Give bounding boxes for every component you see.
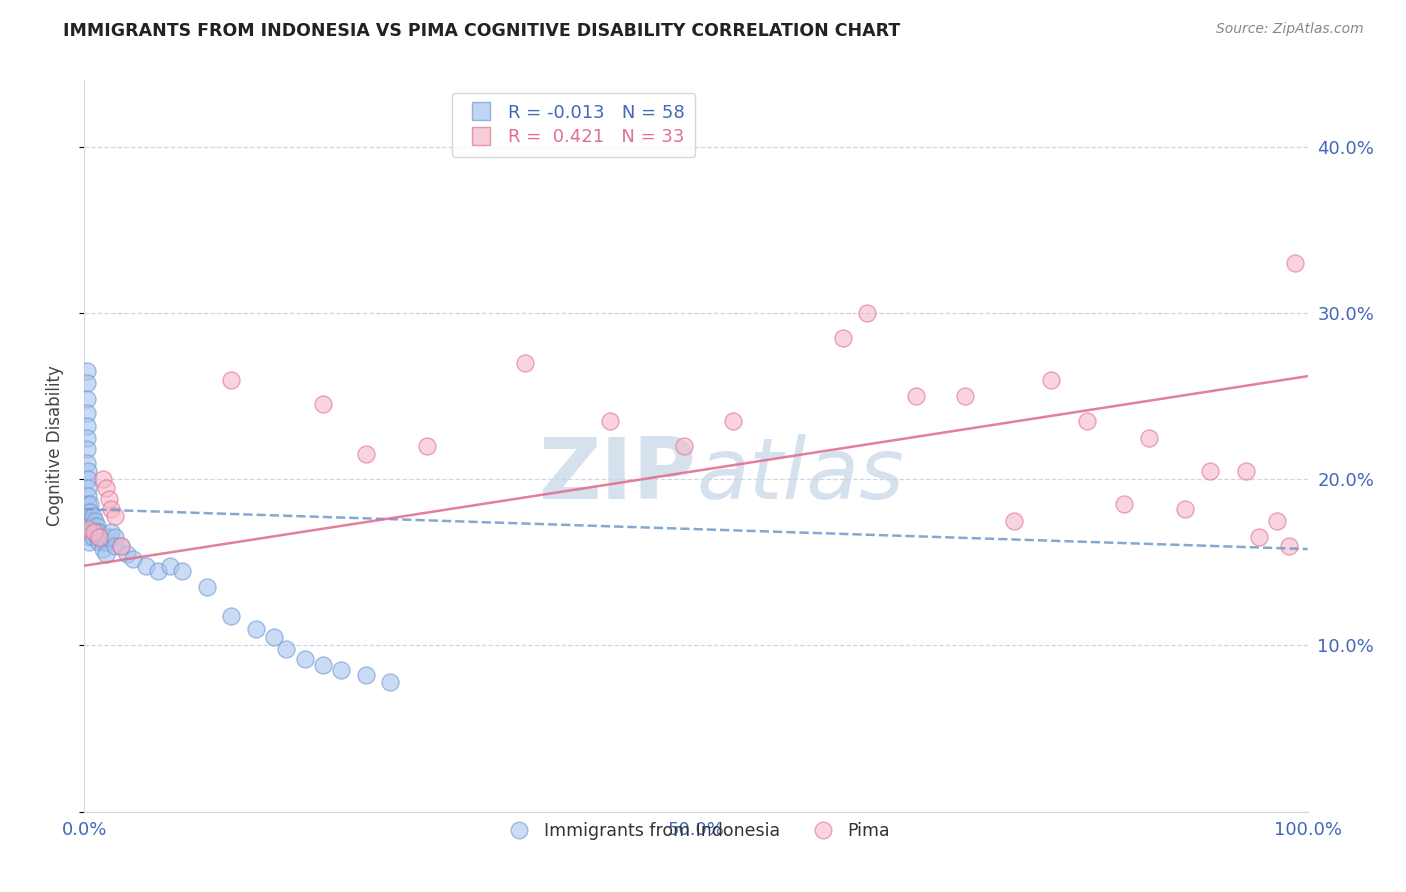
Point xyxy=(96,547,118,561)
Y-axis label: Cognitive Disability: Cognitive Disability xyxy=(45,366,63,526)
Text: atlas: atlas xyxy=(696,434,904,516)
Point xyxy=(1114,497,1136,511)
Text: ZIP: ZIP xyxy=(538,434,696,516)
Point xyxy=(1137,431,1160,445)
Point xyxy=(77,522,100,536)
Point xyxy=(1174,502,1197,516)
Point xyxy=(76,456,98,470)
Point xyxy=(115,547,138,561)
Point xyxy=(245,622,267,636)
Point xyxy=(79,514,101,528)
Point xyxy=(77,464,100,478)
Point xyxy=(172,564,194,578)
Point xyxy=(104,539,127,553)
Legend: Immigrants from Indonesia, Pima: Immigrants from Indonesia, Pima xyxy=(495,815,897,847)
Point xyxy=(83,525,105,540)
Point xyxy=(84,525,107,540)
Point xyxy=(159,558,181,573)
Point xyxy=(905,389,928,403)
Point xyxy=(91,542,114,557)
Point xyxy=(672,439,695,453)
Point xyxy=(330,664,353,678)
Point xyxy=(96,535,118,549)
Point xyxy=(1247,530,1270,544)
Point xyxy=(263,630,285,644)
Point xyxy=(354,447,377,461)
Point xyxy=(104,530,127,544)
Point xyxy=(76,406,98,420)
Point xyxy=(86,518,108,533)
Point xyxy=(97,492,120,507)
Point xyxy=(76,431,98,445)
Point xyxy=(856,306,879,320)
Point xyxy=(76,419,98,434)
Point xyxy=(77,514,100,528)
Point xyxy=(84,514,107,528)
Point xyxy=(294,652,316,666)
Point xyxy=(77,518,100,533)
Point xyxy=(77,472,100,486)
Point xyxy=(1039,372,1062,386)
Point xyxy=(96,481,118,495)
Point xyxy=(77,489,100,503)
Text: Source: ZipAtlas.com: Source: ZipAtlas.com xyxy=(1216,22,1364,37)
Point xyxy=(82,508,104,523)
Point xyxy=(1278,539,1301,553)
Point xyxy=(219,372,242,386)
Point xyxy=(599,414,621,428)
Point xyxy=(110,539,132,553)
Point xyxy=(86,530,108,544)
Point xyxy=(77,497,100,511)
Point xyxy=(1236,464,1258,478)
Point xyxy=(86,525,108,540)
Point xyxy=(79,506,101,520)
Point xyxy=(1265,514,1288,528)
Point xyxy=(97,530,120,544)
Point xyxy=(100,502,122,516)
Point xyxy=(76,376,98,390)
Point xyxy=(104,508,127,523)
Point xyxy=(513,356,536,370)
Point xyxy=(76,392,98,407)
Point xyxy=(82,518,104,533)
Point xyxy=(76,364,98,378)
Point xyxy=(122,552,145,566)
Point xyxy=(79,522,101,536)
Point xyxy=(1076,414,1098,428)
Point xyxy=(77,481,100,495)
Point xyxy=(312,397,335,411)
Point xyxy=(100,525,122,540)
Point xyxy=(380,675,402,690)
Point xyxy=(831,331,853,345)
Point xyxy=(416,439,439,453)
Text: IMMIGRANTS FROM INDONESIA VS PIMA COGNITIVE DISABILITY CORRELATION CHART: IMMIGRANTS FROM INDONESIA VS PIMA COGNIT… xyxy=(63,22,900,40)
Point xyxy=(1198,464,1220,478)
Point xyxy=(354,668,377,682)
Point xyxy=(77,535,100,549)
Point xyxy=(87,530,110,544)
Point xyxy=(219,608,242,623)
Point xyxy=(87,525,110,540)
Point xyxy=(77,506,100,520)
Point xyxy=(82,530,104,544)
Point xyxy=(276,641,298,656)
Point xyxy=(91,472,114,486)
Point xyxy=(91,535,114,549)
Point xyxy=(721,414,744,428)
Point xyxy=(312,658,335,673)
Point xyxy=(79,497,101,511)
Point xyxy=(77,530,100,544)
Point xyxy=(195,580,218,594)
Point xyxy=(110,539,132,553)
Point xyxy=(87,535,110,549)
Point xyxy=(146,564,169,578)
Point xyxy=(1284,256,1306,270)
Point xyxy=(135,558,157,573)
Point xyxy=(76,442,98,457)
Point xyxy=(1002,514,1025,528)
Point xyxy=(953,389,976,403)
Point xyxy=(77,525,100,540)
